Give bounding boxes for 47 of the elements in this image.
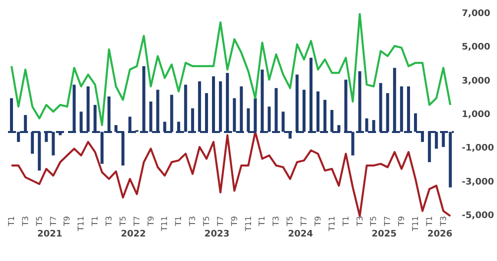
x-tick-label: T5 [34,216,44,227]
x-tick-label: T7 [48,216,58,227]
x-tick-label: T3 [188,216,198,227]
x-tick-label: T5 [369,216,378,227]
x-tick-label: T7 [383,216,392,227]
x-tick-label: T7 [300,216,309,227]
x-tick-label: T1 [90,216,100,227]
y-tick-label: 5,000 [462,42,490,53]
x-tick-label: T3 [20,216,30,227]
x-tick-label: T9 [313,216,322,227]
text: 2023 [204,230,230,240]
x-tick-label: T11 [160,216,170,232]
x-tick-label: T9 [397,216,406,227]
x-tick-label: T5 [202,216,212,227]
text: 2025 [372,230,397,240]
x-tick-label: T3 [438,216,448,227]
x-tick-label: T3 [272,216,281,227]
x-tick-label: T1 [341,216,350,227]
x-tick-label: T9 [230,216,239,227]
x-tick-label: T1 [258,216,267,227]
y-tick-label: -5,000 [462,211,494,221]
x-tick-label: T11 [244,216,253,232]
x-tick-label: T11 [327,216,336,232]
y-tick-label: -1,000 [462,144,494,154]
x-tick-label: T5 [118,216,128,227]
line-series [10,130,452,217]
text: 2026 [427,230,452,240]
x-tick-label: T1 [6,216,16,227]
x-tick-label: T5 [286,216,295,227]
x-tick-label: T11 [410,216,420,232]
x-tick-label: T9 [62,216,72,227]
text: 2021 [37,230,62,240]
text: 2022 [120,230,146,240]
x-tick-label: T9 [146,216,156,227]
y-tick-label: 3,000 [462,76,490,86]
y-tick-label: -3,000 [462,177,494,188]
text: 2024 [288,230,314,240]
x-tick-label: T1 [424,216,434,227]
x-tick-label: T11 [76,216,86,232]
x-tick-label: T3 [355,216,364,227]
y-tick-label: 1,000 [462,110,490,120]
x-tick-label: T3 [104,216,114,227]
y-tick-label: 7,000 [462,9,490,19]
x-tick-label: T7 [132,216,142,227]
x-tick-label: T1 [174,216,184,227]
x-tick-label: T7 [216,216,225,227]
line-series [10,13,452,126]
